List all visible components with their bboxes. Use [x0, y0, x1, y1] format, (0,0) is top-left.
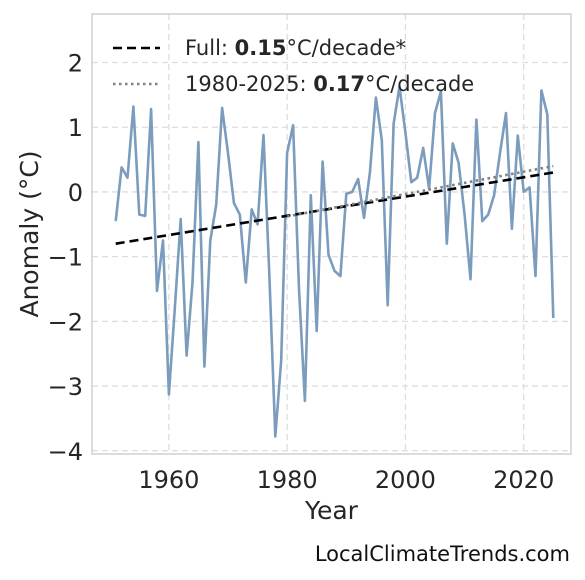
- legend-recent-prefix: 1980-2025:: [185, 72, 313, 96]
- x-tick-label: 2020: [493, 466, 554, 494]
- x-tick-label: 2000: [375, 466, 436, 494]
- y-tick-label: 1: [68, 114, 83, 142]
- legend-recent-suffix: °C/decade: [365, 72, 474, 96]
- x-tick-label: 1980: [257, 466, 318, 494]
- y-tick-label: −1: [48, 244, 83, 272]
- legend-entry-recent-trend: 1980-2025: 0.17°C/decade: [185, 72, 474, 96]
- legend-recent-value: 0.17: [313, 72, 365, 96]
- y-tick-label: −4: [48, 438, 83, 466]
- tick-labels: 1960 1980 2000 2020 −4 −3 −2 −1 0 1 2: [48, 50, 555, 494]
- legend-full-prefix: Full:: [185, 36, 235, 60]
- legend-full-value: 0.15: [235, 36, 287, 60]
- legend: Full: 0.15°C/decade* 1980-2025: 0.17°C/d…: [113, 36, 474, 96]
- y-tick-label: −3: [48, 373, 83, 401]
- x-axis-title: Year: [304, 496, 359, 525]
- y-axis-title: Anomaly (°C): [15, 150, 44, 317]
- legend-full-suffix: °C/decade*: [287, 36, 407, 60]
- full-trend-line: [115, 171, 554, 245]
- y-tick-label: 0: [68, 179, 83, 207]
- grid: [92, 14, 571, 454]
- anomaly-series-line: [114, 85, 555, 438]
- legend-entry-full-trend: Full: 0.15°C/decade*: [185, 36, 406, 60]
- y-tick-label: −2: [48, 308, 83, 336]
- series-layer: [114, 85, 555, 438]
- plot-frame: [91, 13, 572, 455]
- y-tick-label: 2: [68, 50, 83, 78]
- x-tick-label: 1960: [138, 466, 199, 494]
- watermark-credit: LocalClimateTrends.com: [315, 542, 570, 566]
